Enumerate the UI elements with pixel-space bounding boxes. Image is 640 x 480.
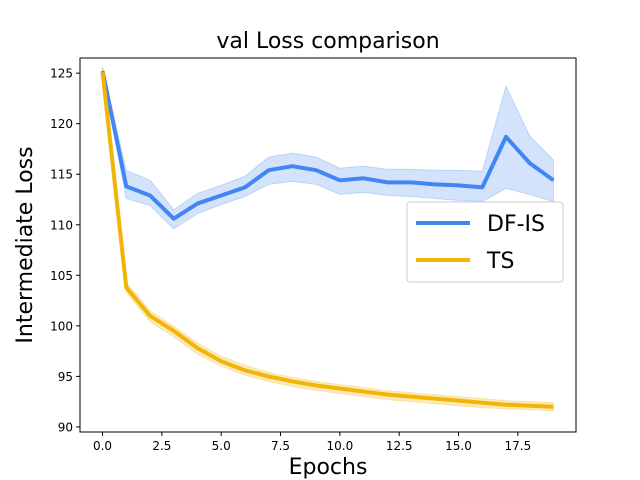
legend-label-0: DF-IS: [487, 212, 545, 237]
y-tick-label: 100: [50, 319, 73, 333]
y-tick-label: 95: [58, 370, 73, 384]
y-tick-label: 90: [58, 420, 73, 434]
x-tick-label: 15.0: [445, 439, 472, 453]
y-axis: 90 95 100 105 110 115 120 125: [50, 67, 80, 434]
legend-label-1: TS: [486, 249, 514, 274]
series-band-1: [102, 66, 554, 412]
x-tick-label: 2.5: [152, 439, 171, 453]
y-tick-label: 125: [50, 67, 73, 81]
series-line-1: [100, 71, 554, 409]
y-axis-label: Intermediate Loss: [13, 146, 38, 343]
x-tick-label: 5.0: [212, 439, 231, 453]
x-tick-label: 17.5: [504, 439, 531, 453]
x-tick-label: 12.5: [386, 439, 413, 453]
x-tick-label: 0.0: [93, 439, 112, 453]
y-tick-label: 120: [50, 117, 73, 131]
x-axis-label: Epochs: [289, 455, 368, 480]
y-tick-label: 115: [50, 168, 73, 182]
axes-frame: [79, 57, 577, 433]
x-tick-label: 7.5: [271, 439, 290, 453]
legend: DF-IS TS: [406, 201, 564, 283]
series-line-0: [100, 70, 555, 221]
y-tick-label: 105: [50, 269, 73, 283]
y-tick-label: 110: [50, 218, 73, 232]
x-tick-label: 10.0: [327, 439, 354, 453]
chart-title: val Loss comparison: [216, 29, 439, 54]
x-axis: 0.0 2.5 5.0 7.5 10.0 12.5 15.0 17.5: [93, 432, 531, 453]
